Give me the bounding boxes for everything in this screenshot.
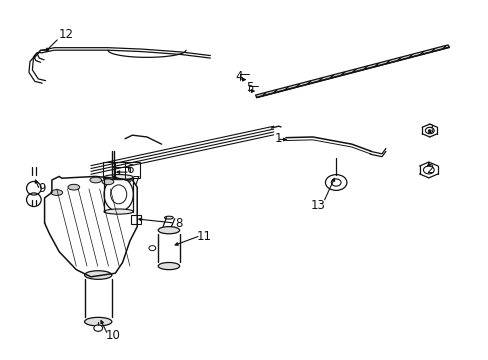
Ellipse shape	[158, 226, 179, 234]
Polygon shape	[255, 45, 448, 98]
Ellipse shape	[102, 179, 114, 185]
Text: 2: 2	[425, 163, 433, 176]
Ellipse shape	[158, 262, 179, 270]
Ellipse shape	[51, 190, 62, 195]
Ellipse shape	[68, 184, 80, 190]
Bar	[131, 215, 141, 224]
Text: 6: 6	[126, 163, 133, 176]
Ellipse shape	[84, 271, 112, 279]
Text: 5: 5	[245, 81, 253, 94]
Text: 8: 8	[175, 217, 182, 230]
Circle shape	[94, 325, 102, 331]
Text: 4: 4	[235, 69, 243, 82]
Ellipse shape	[164, 216, 173, 219]
Text: 9: 9	[39, 183, 46, 195]
Text: 12: 12	[59, 28, 74, 41]
Ellipse shape	[90, 177, 102, 183]
Text: 3: 3	[425, 123, 432, 136]
Text: 7: 7	[132, 175, 140, 188]
Text: 10: 10	[105, 329, 120, 342]
Ellipse shape	[104, 175, 133, 180]
Text: 1: 1	[274, 132, 282, 145]
Ellipse shape	[104, 209, 133, 214]
Circle shape	[149, 246, 156, 251]
Text: 13: 13	[309, 199, 325, 212]
Text: 11: 11	[197, 230, 212, 243]
Ellipse shape	[84, 318, 112, 326]
